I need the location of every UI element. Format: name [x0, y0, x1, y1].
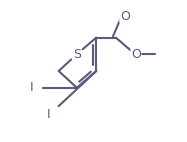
Text: S: S [73, 48, 81, 61]
Text: I: I [46, 108, 50, 121]
Text: I: I [30, 81, 33, 94]
Text: O: O [120, 10, 130, 23]
Text: O: O [131, 48, 141, 61]
